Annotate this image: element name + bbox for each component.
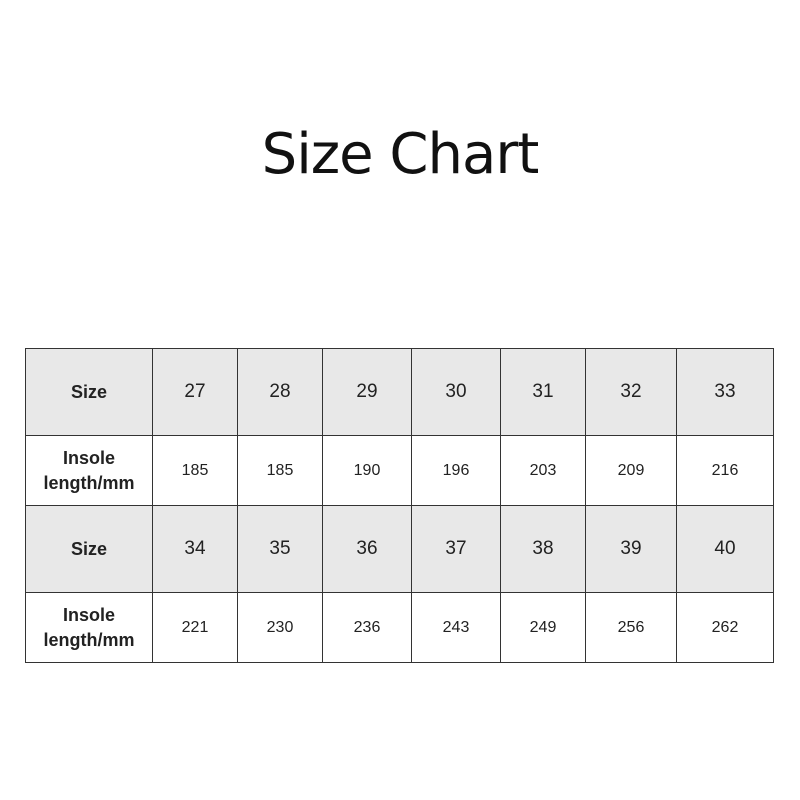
insole-length-cell: 203: [500, 435, 586, 506]
size-cell: 37: [411, 505, 501, 593]
size-cell: 31: [500, 348, 586, 436]
insole-length-row: Insole length/mm 221 230 236 243 249 256 262: [25, 592, 774, 663]
row-header-line: length/mm: [43, 472, 135, 493]
insole-length-row: Insole length/mm 185 185 190 196 203 209 216: [25, 435, 774, 506]
insole-length-cell: 185: [237, 435, 323, 506]
row-header: Size: [25, 505, 153, 593]
insole-length-cell: 221: [152, 592, 238, 663]
size-cell: 29: [322, 348, 412, 436]
size-cell: 27: [152, 348, 238, 436]
size-row: Size 27 28 29 30 31 32 33: [25, 348, 774, 436]
insole-length-cell: 256: [585, 592, 677, 663]
row-header: Insole length/mm: [25, 592, 153, 663]
size-cell: 32: [585, 348, 677, 436]
insole-length-cell: 196: [411, 435, 501, 506]
row-header: Size: [25, 348, 153, 436]
row-header-line: Insole: [62, 604, 115, 625]
size-cell: 34: [152, 505, 238, 593]
size-chart-table: Size 27 28 29 30 31 32 33 Insole length/mm 185 185 1…: [25, 348, 774, 663]
row-header-line: Insole: [62, 447, 115, 468]
insole-length-cell: 236: [322, 592, 412, 663]
row-header-line: length/mm: [43, 629, 135, 650]
insole-length-cell: 243: [411, 592, 501, 663]
insole-length-cell: 190: [322, 435, 412, 506]
insole-length-cell: 262: [676, 592, 774, 663]
insole-length-cell: 230: [237, 592, 323, 663]
size-cell: 30: [411, 348, 501, 436]
insole-length-cell: 185: [152, 435, 238, 506]
insole-length-cell: 209: [585, 435, 677, 506]
insole-length-cell: 216: [676, 435, 774, 506]
size-cell: 38: [500, 505, 586, 593]
size-cell: 36: [322, 505, 412, 593]
page-title: Size Chart: [261, 122, 540, 187]
row-header: Insole length/mm: [25, 435, 153, 506]
size-row: Size 34 35 36 37 38 39 40: [25, 505, 774, 593]
size-cell: 40: [676, 505, 774, 593]
size-cell: 28: [237, 348, 323, 436]
size-cell: 33: [676, 348, 774, 436]
insole-length-cell: 249: [500, 592, 586, 663]
size-cell: 39: [585, 505, 677, 593]
size-cell: 35: [237, 505, 323, 593]
